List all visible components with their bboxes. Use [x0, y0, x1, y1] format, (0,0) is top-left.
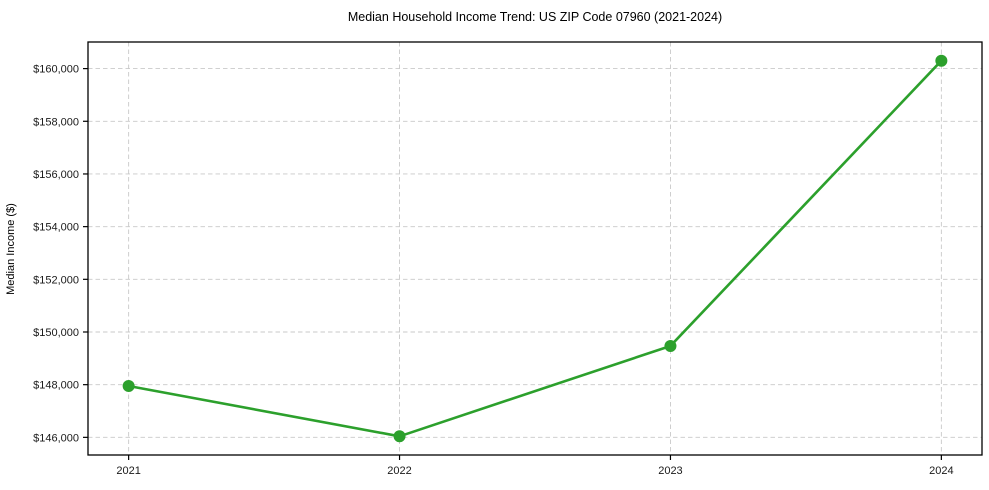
plot-border — [87, 41, 983, 456]
x-tick-label: 2024 — [929, 465, 953, 477]
y-tick-label: $156,000 — [33, 169, 79, 181]
series-line — [127, 59, 943, 438]
y-tick-label: $154,000 — [33, 222, 79, 234]
data-point-marker — [122, 379, 135, 392]
y-tick-label: $148,000 — [33, 380, 79, 392]
plot-area: 2021 2022 2023 2024 $146,000 $148,000 $150,000… — [33, 41, 983, 477]
data-point-marker — [393, 430, 406, 443]
data-point-marker — [664, 339, 677, 352]
x-tick-label: 2023 — [658, 465, 682, 477]
y-axis-label: Median Income ($) — [5, 203, 17, 295]
y-tick-label: $160,000 — [33, 64, 79, 76]
data-point-marker — [935, 54, 948, 67]
y-tick-label: $150,000 — [33, 327, 79, 339]
y-tick-label: $152,000 — [33, 274, 79, 286]
x-tick-label: 2021 — [116, 465, 140, 477]
y-tick-label: $158,000 — [33, 116, 79, 128]
chart-title: Median Household Income Trend: US ZIP Co… — [348, 10, 722, 24]
x-tick-label: 2022 — [387, 465, 411, 477]
y-tick-label: $146,000 — [33, 432, 79, 444]
